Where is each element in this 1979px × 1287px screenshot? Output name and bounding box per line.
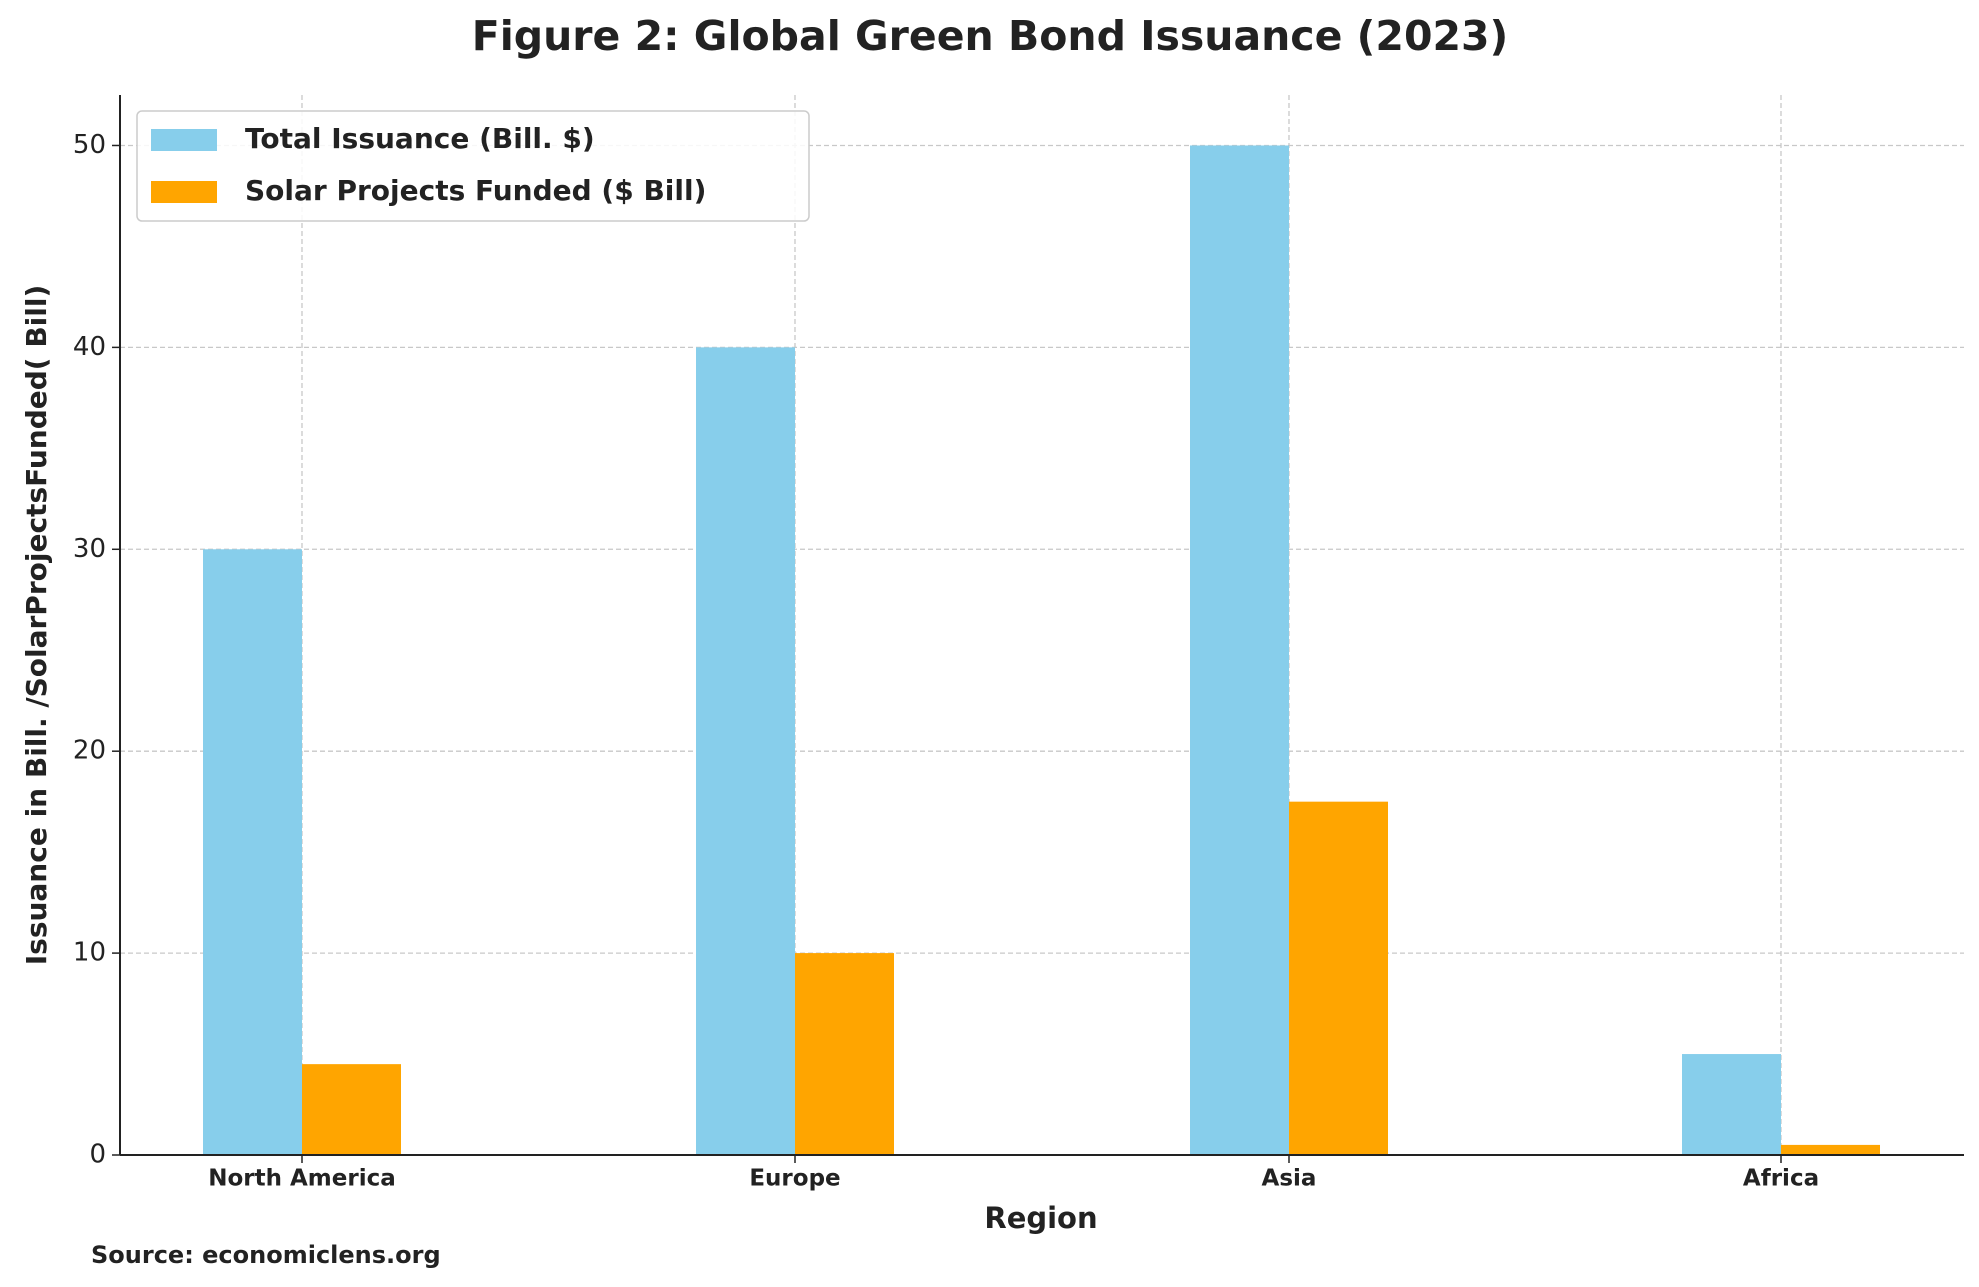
x-tick-label: Asia — [1262, 1166, 1317, 1192]
legend-swatch — [151, 129, 217, 151]
bar — [1190, 145, 1289, 1155]
bar — [302, 1064, 401, 1155]
y-tick-label: 50 — [73, 130, 106, 160]
y-tick-label: 20 — [73, 736, 106, 766]
legend-swatch — [151, 181, 217, 203]
bar — [696, 347, 795, 1155]
y-tick-label: 40 — [73, 332, 106, 362]
bar — [1781, 1144, 1880, 1155]
legend-label: Solar Projects Funded ($ Bill) — [245, 174, 706, 207]
x-tick-label: Europe — [749, 1166, 840, 1192]
y-tick-label: 10 — [73, 938, 106, 968]
bar — [203, 549, 302, 1155]
legend-label: Total Issuance (Bill. $) — [245, 122, 595, 155]
legend-box — [136, 110, 810, 222]
bar — [795, 953, 894, 1155]
chart-title: Figure 2: Global Green Bond Issuance (20… — [472, 12, 1509, 60]
x-tick-label: North America — [208, 1166, 396, 1192]
bar — [1289, 801, 1388, 1155]
x-axis-label: Region — [984, 1201, 1097, 1235]
y-axis-label: Issuance in Bill. /SolarProjectsFunded( … — [20, 285, 53, 966]
bar — [1682, 1054, 1781, 1155]
y-tick-label: 30 — [73, 534, 106, 564]
source-note: Source: economiclens.org — [91, 1241, 441, 1269]
x-tick-label: Africa — [1743, 1166, 1819, 1192]
y-tick-label: 0 — [89, 1140, 106, 1170]
